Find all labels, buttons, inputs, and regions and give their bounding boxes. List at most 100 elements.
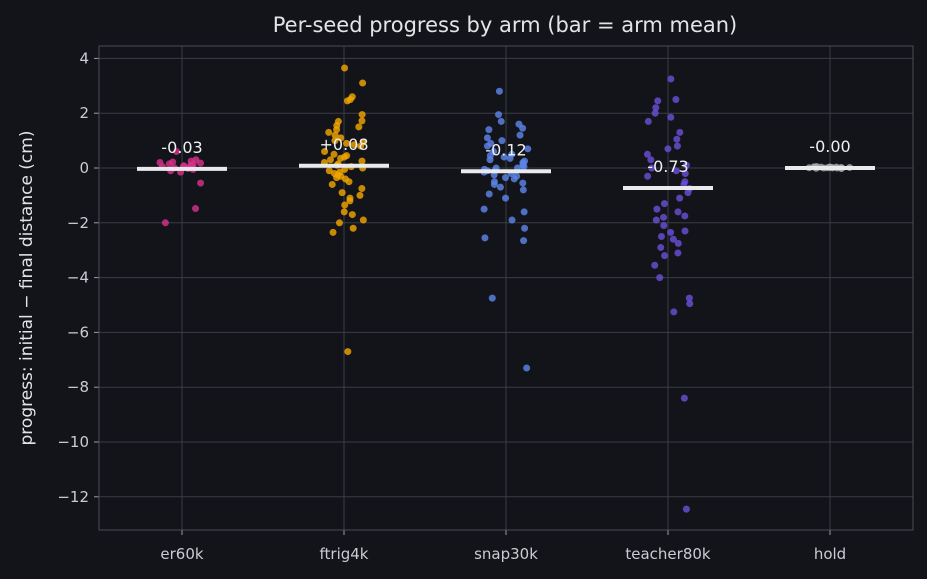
data-point [684,189,692,197]
data-point [333,126,341,134]
data-point [519,186,527,194]
data-point [667,113,675,121]
data-point [682,505,690,513]
data-point [667,75,675,83]
y-tick-label: 4 [79,49,89,67]
data-point [681,212,689,220]
data-point [660,213,668,221]
data-point [664,145,672,153]
data-point [483,134,491,142]
data-point [359,79,367,87]
x-tick-label: er60k [160,545,203,563]
data-point [337,154,345,162]
data-point [480,205,488,213]
data-point [647,156,655,164]
mean-bars: -0.03 +0.08 -0.12 -0.73 -0.00 [137,135,875,191]
data-point [490,180,498,188]
y-ticks: 4 2 0 −2 −4 −6 −8 −10 −12 [57,49,99,506]
mean-label: -0.73 [647,157,688,176]
data-point [338,189,346,197]
data-point [328,180,336,188]
data-point [682,161,690,169]
data-point [500,153,508,161]
x-tick-label: snap30k [474,545,538,563]
data-point [648,164,656,172]
data-point [681,227,689,235]
data-point [673,135,681,143]
data-point [483,142,491,150]
data-point [355,123,363,131]
grid [99,46,913,530]
y-tick-label: −12 [57,488,89,506]
data-point [674,239,682,247]
data-point [676,128,684,136]
data-point [486,156,494,164]
data-point [495,87,503,95]
data-point [481,234,489,242]
data-point [653,205,661,213]
data-point [343,97,351,105]
data-point [502,194,510,202]
data-point [358,157,366,165]
data-point [192,205,200,213]
data-point [672,96,680,103]
data-point [343,139,351,147]
data-point [657,233,665,240]
chart-title: Per-seed progress by arm (bar = arm mean… [273,13,738,37]
data-point [657,243,665,251]
x-tick-label: teacher80k [625,545,711,563]
data-point [161,219,169,227]
mean-label: -0.00 [809,137,850,156]
y-axis-label: progress: initial − final distance (cm) [17,131,37,446]
data-point [656,274,664,282]
data-point [523,364,531,372]
mean-label: +0.08 [319,135,368,154]
data-point [333,174,341,182]
data-point [672,167,680,175]
data-point [326,156,334,164]
data-point [681,169,689,177]
data-point [348,211,356,219]
data-point [643,150,651,158]
data-point [676,194,684,202]
data-point [321,148,329,156]
y-tick-label: −4 [67,269,89,287]
data-point [485,126,493,134]
data-point [497,117,505,125]
data-point [654,97,662,105]
data-point [651,109,659,117]
data-point [520,208,528,216]
data-point [506,154,514,162]
data-point [652,216,660,224]
data-point [349,224,357,232]
data-point [330,150,338,158]
data-point [346,197,354,205]
data-point [510,175,518,183]
data-point [357,142,365,150]
data-point [508,216,516,224]
data-point [502,174,510,182]
data-point [516,131,524,139]
data-point [519,179,527,187]
data-point [661,252,669,260]
data-point [172,148,180,156]
mean-label: -0.03 [161,138,202,157]
mean-label: -0.12 [485,140,526,159]
data-point [331,131,339,139]
data-points [156,64,854,513]
y-tick-label: −10 [57,433,89,451]
data-point [325,128,333,136]
data-point [674,208,682,216]
data-point [521,224,529,232]
data-point [680,394,688,402]
data-point [341,64,349,72]
x-ticks: er60k ftrig4k snap30k teacher80k hold [160,530,846,563]
data-point [329,228,337,236]
data-point [488,294,496,302]
data-point [358,185,366,193]
data-point [325,167,333,175]
data-point [520,237,528,245]
data-point [358,117,366,125]
data-point [685,294,693,302]
